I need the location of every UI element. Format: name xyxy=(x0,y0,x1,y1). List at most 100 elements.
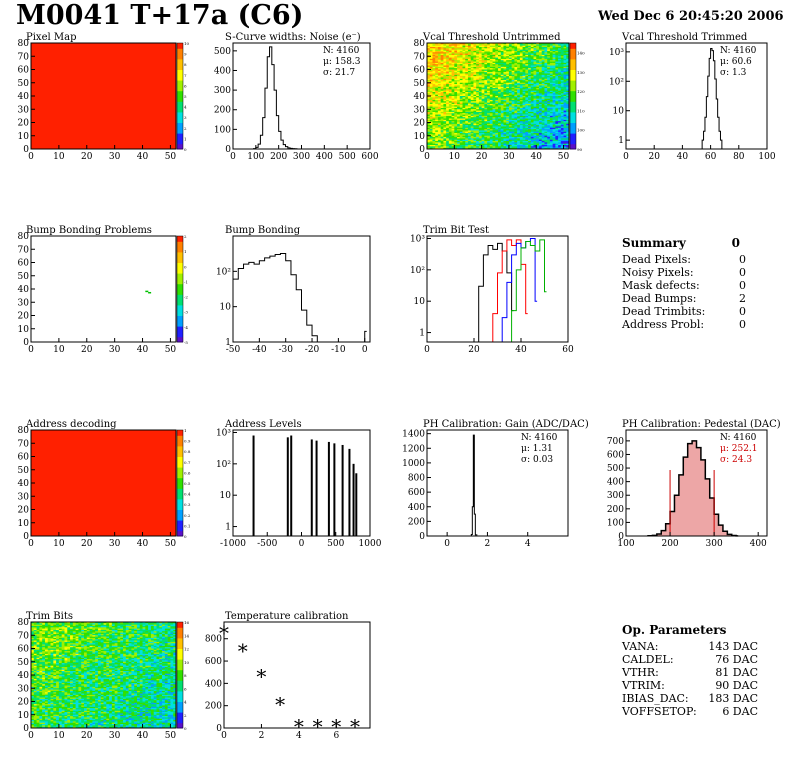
heatmap-cell xyxy=(440,85,444,88)
heatmap-cell xyxy=(429,123,433,126)
y-tick-label: 300 xyxy=(607,491,624,501)
heatmap-cell xyxy=(432,135,436,138)
heatmap-cell xyxy=(454,73,458,76)
heatmap-cell xyxy=(511,142,515,144)
heatmap-cell xyxy=(427,99,431,102)
heatmap-cell xyxy=(541,107,545,110)
heatmap-cell xyxy=(536,106,540,109)
heatmap-cell xyxy=(560,43,564,45)
heatmap-cell xyxy=(487,74,491,77)
heatmap-cell xyxy=(473,45,477,48)
heatmap-cell xyxy=(552,141,556,143)
heatmap-cell xyxy=(454,43,458,45)
heatmap-cell xyxy=(530,109,534,111)
heatmap-cell xyxy=(503,46,507,49)
heatmap-cell xyxy=(544,123,548,126)
heatmap-cell xyxy=(563,77,567,80)
heatmap-cell xyxy=(552,115,556,118)
heatmap-cell xyxy=(536,68,540,70)
heatmap-cell xyxy=(476,65,480,68)
heatmap-cell xyxy=(448,93,452,95)
heatmap-cell xyxy=(467,130,471,133)
heatmap-cell xyxy=(544,125,548,127)
heatmap-cell xyxy=(552,76,556,78)
heatmap-cell xyxy=(517,125,521,127)
heatmap-cell xyxy=(547,134,551,137)
heatmap-cell xyxy=(467,102,471,105)
heatmap-cell xyxy=(528,77,532,80)
heatmap-cell xyxy=(544,52,548,54)
heatmap-cell xyxy=(437,86,441,89)
heatmap-cell xyxy=(522,84,526,86)
heatmap-cell xyxy=(31,624,35,627)
heatmap-cell xyxy=(489,141,493,143)
heatmap-cell xyxy=(549,135,553,138)
heatmap-cell xyxy=(498,142,502,144)
heatmap-cell xyxy=(563,61,567,64)
heatmap-cell xyxy=(547,114,551,117)
heatmap-cell xyxy=(440,106,444,109)
heatmap-cell xyxy=(514,62,518,65)
heatmap-cell xyxy=(517,115,521,118)
heatmap-cell xyxy=(495,102,499,105)
heatmap-cell xyxy=(530,68,534,70)
heatmap-cell xyxy=(64,625,68,628)
heatmap-cell xyxy=(538,61,542,64)
palette-cell xyxy=(177,469,183,473)
heatmap-cell xyxy=(437,84,441,86)
heatmap-cell xyxy=(555,111,559,114)
heatmap-cell xyxy=(508,106,512,109)
heatmap-cell xyxy=(541,56,545,58)
heatmap-cell xyxy=(533,109,537,111)
heatmap-cell xyxy=(53,625,57,628)
heatmap-cell xyxy=(495,133,499,135)
heatmap-cell xyxy=(498,62,502,65)
heatmap-cell xyxy=(457,90,461,93)
heatmap-cell xyxy=(467,121,471,123)
heatmap-cell xyxy=(538,92,542,94)
heatmap-cell xyxy=(533,88,537,90)
heatmap-cell xyxy=(552,60,556,62)
heatmap-cell xyxy=(467,46,471,49)
heatmap-cell xyxy=(473,135,477,138)
heatmap-cell xyxy=(459,69,463,72)
heatmap-cell xyxy=(560,133,564,135)
heatmap-cell xyxy=(451,102,455,105)
heatmap-cell xyxy=(522,107,526,110)
heatmap-cell xyxy=(552,66,556,69)
heatmap-cell xyxy=(530,70,534,73)
heatmap-cell xyxy=(522,123,526,126)
chart-title: Bump Bonding Problems xyxy=(26,225,152,236)
heatmap-cell xyxy=(560,62,564,65)
heatmap-cell xyxy=(547,141,551,143)
heatmap-cell xyxy=(53,622,57,624)
heatmap-cell xyxy=(459,72,463,74)
heatmap-cell xyxy=(566,69,570,72)
heatmap-cell xyxy=(525,68,529,70)
heatmap-cell xyxy=(541,69,545,72)
heatmap-cell xyxy=(495,125,499,127)
heatmap-cell xyxy=(467,125,471,127)
heatmap-cell xyxy=(563,69,567,72)
heatmap-cell xyxy=(503,43,507,45)
heatmap-cell xyxy=(487,134,491,137)
heatmap-cell xyxy=(459,84,463,86)
heatmap-cell xyxy=(440,89,444,91)
heatmap-cell xyxy=(462,52,466,54)
heatmap-cell xyxy=(429,141,433,143)
heatmap-cell xyxy=(476,131,480,134)
heatmap-cell xyxy=(558,93,562,95)
palette-cell xyxy=(177,296,183,301)
heatmap-cell xyxy=(448,43,452,45)
y-tick-label: 70 xyxy=(18,245,30,255)
heatmap-cell xyxy=(500,119,504,122)
heatmap-cell xyxy=(429,49,433,52)
heatmap-cell xyxy=(519,102,523,105)
heatmap-cell xyxy=(437,65,441,68)
heatmap-cell xyxy=(492,58,496,61)
heatmap-cell xyxy=(514,54,518,57)
palette-label: 3 xyxy=(184,115,187,120)
heatmap-cell xyxy=(492,102,496,105)
heatmap-cell xyxy=(538,57,542,60)
heatmap-cell xyxy=(459,98,463,101)
